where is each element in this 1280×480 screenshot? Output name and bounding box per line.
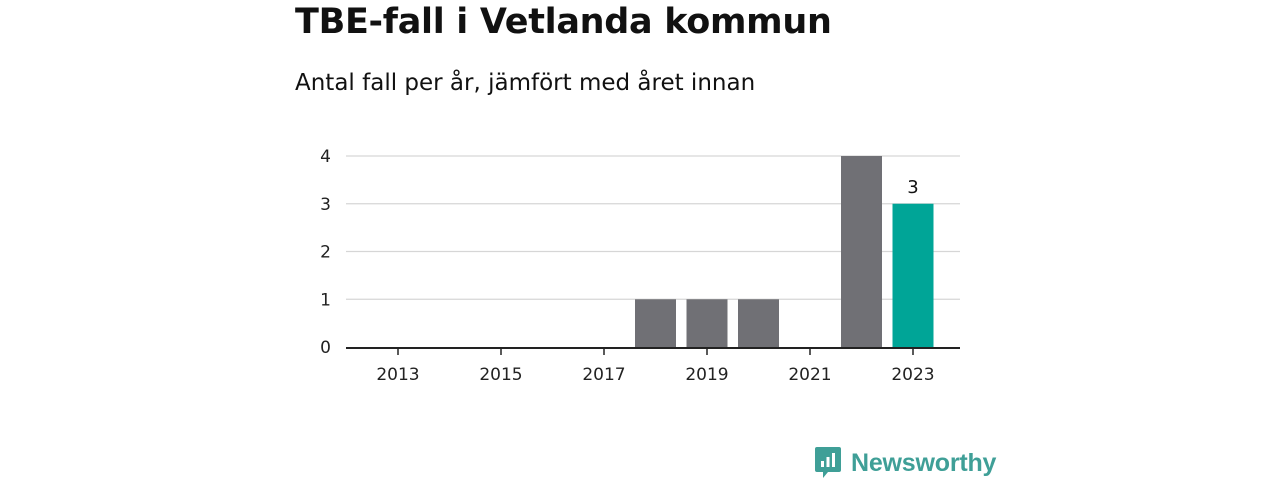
- bar-2018: [635, 299, 676, 347]
- bars: [635, 156, 934, 347]
- y-tick-label: 3: [320, 195, 331, 215]
- chart-subtitle: Antal fall per år, jämfört med året inna…: [295, 70, 756, 96]
- newsworthy-logo-icon: [815, 447, 841, 478]
- y-tick-label: 2: [320, 243, 331, 263]
- bar-2022: [841, 156, 882, 347]
- y-tick-label: 4: [320, 147, 331, 167]
- x-tick-label: 2015: [479, 365, 522, 385]
- y-axis-ticks: 0 1 2 3 4: [320, 147, 331, 358]
- bar-2019: [686, 299, 728, 347]
- x-tick-label: 2019: [685, 365, 728, 385]
- data-labels: 3: [907, 177, 918, 198]
- data-label-2023: 3: [907, 177, 918, 198]
- chart-title: TBE-fall i Vetlanda kommun: [295, 2, 832, 42]
- x-tick-label: 2023: [891, 365, 934, 385]
- x-axis-ticks: 2013 2015 2017 2019 2021 2023: [376, 349, 935, 385]
- x-tick-label: 2021: [788, 365, 831, 385]
- brand-name: Newsworthy: [851, 448, 997, 477]
- bar-2023: [892, 203, 934, 347]
- y-tick-label: 0: [320, 338, 331, 358]
- x-tick-label: 2013: [376, 365, 419, 385]
- x-tick-label: 2017: [582, 365, 625, 385]
- newsworthy-brand: Newsworthy: [814, 446, 996, 480]
- bar-chart: 0 1 2 3 4 2013 2015 2017 2019 2021 2023 3: [320, 147, 960, 385]
- y-tick-label: 1: [320, 290, 331, 310]
- bar-2020: [738, 299, 779, 347]
